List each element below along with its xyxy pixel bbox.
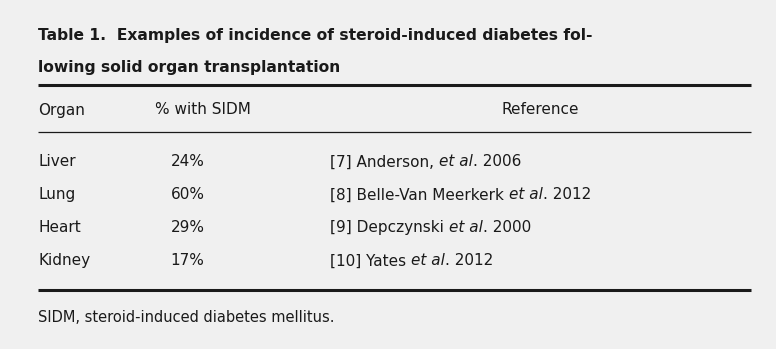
Text: et al: et al — [509, 187, 542, 202]
Text: . 2006: . 2006 — [473, 155, 521, 170]
Text: 29%: 29% — [171, 221, 205, 236]
Text: Heart: Heart — [38, 221, 81, 236]
Text: et al: et al — [411, 253, 445, 268]
Text: . 2012: . 2012 — [542, 187, 591, 202]
Text: Table 1.  Examples of incidence of steroid-induced diabetes fol-: Table 1. Examples of incidence of steroi… — [38, 28, 593, 43]
Text: Organ: Organ — [38, 103, 85, 118]
Text: [7] Anderson,: [7] Anderson, — [330, 155, 439, 170]
Text: et al: et al — [449, 221, 483, 236]
Text: Reference: Reference — [502, 103, 579, 118]
Text: Lung: Lung — [38, 187, 75, 202]
Text: % with SIDM: % with SIDM — [155, 103, 251, 118]
Text: [10] Yates: [10] Yates — [330, 253, 411, 268]
Text: . 2000: . 2000 — [483, 221, 531, 236]
Text: 24%: 24% — [171, 155, 204, 170]
Text: [9] Depczynski: [9] Depczynski — [330, 221, 449, 236]
Text: Liver: Liver — [38, 155, 75, 170]
Text: 60%: 60% — [171, 187, 205, 202]
Text: [8] Belle-Van Meerkerk: [8] Belle-Van Meerkerk — [330, 187, 509, 202]
Text: SIDM, steroid-induced diabetes mellitus.: SIDM, steroid-induced diabetes mellitus. — [38, 311, 334, 326]
Text: . 2012: . 2012 — [445, 253, 493, 268]
Text: lowing solid organ transplantation: lowing solid organ transplantation — [38, 60, 340, 75]
Text: Kidney: Kidney — [38, 253, 90, 268]
Text: et al: et al — [439, 155, 473, 170]
Text: 17%: 17% — [171, 253, 204, 268]
